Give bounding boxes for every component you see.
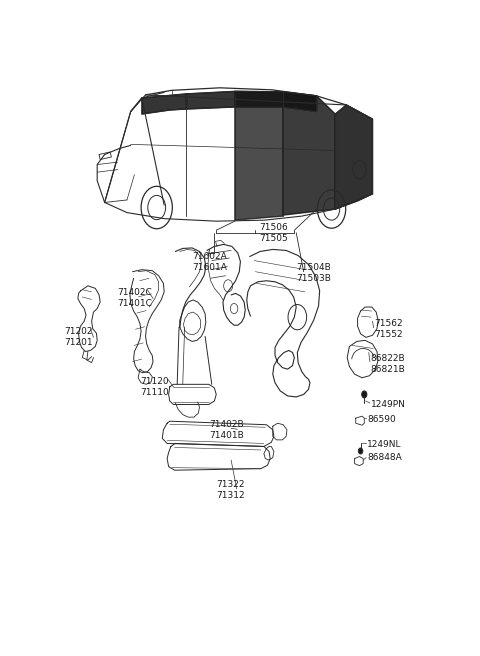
Circle shape (362, 391, 367, 398)
Polygon shape (283, 92, 317, 112)
Text: 71402C
71401C: 71402C 71401C (118, 289, 153, 308)
Text: 71120
71110: 71120 71110 (140, 377, 169, 397)
Polygon shape (283, 92, 335, 215)
Polygon shape (335, 105, 372, 209)
Polygon shape (235, 91, 283, 220)
Text: 71504B
71503B: 71504B 71503B (296, 263, 331, 283)
Text: 71562
71552: 71562 71552 (374, 319, 403, 338)
Text: 1249NL: 1249NL (367, 440, 401, 449)
Text: 71402B
71401B: 71402B 71401B (209, 420, 243, 440)
Text: 86822B
86821B: 86822B 86821B (371, 354, 406, 374)
Text: 71202
71201: 71202 71201 (64, 327, 92, 348)
Polygon shape (235, 91, 283, 107)
Polygon shape (142, 94, 186, 114)
Text: 86848A: 86848A (367, 453, 402, 462)
Polygon shape (186, 91, 235, 109)
Text: 71602A
71601A: 71602A 71601A (192, 251, 227, 272)
Text: 71506
71505: 71506 71505 (259, 223, 288, 243)
Text: 1249PN: 1249PN (371, 400, 406, 409)
Text: 86590: 86590 (367, 415, 396, 424)
Circle shape (359, 448, 363, 454)
Text: 71322
71312: 71322 71312 (216, 480, 245, 501)
